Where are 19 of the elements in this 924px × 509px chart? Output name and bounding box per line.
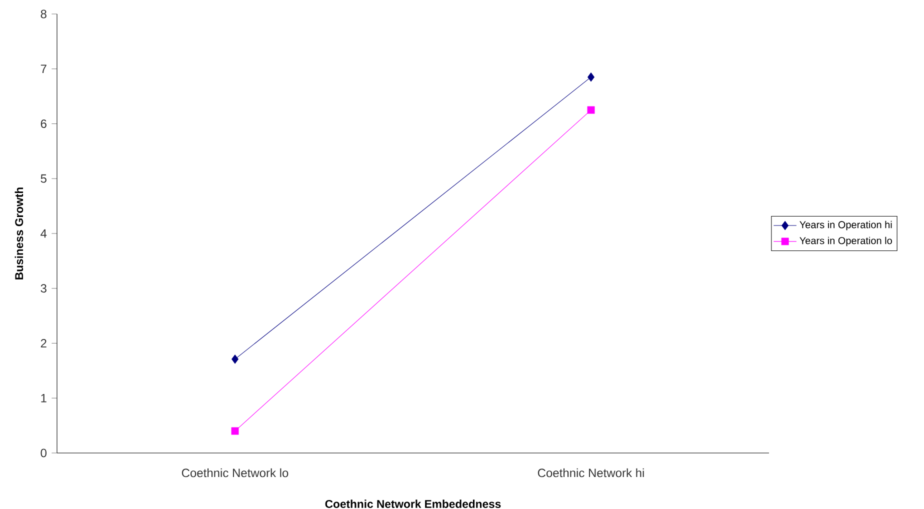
legend-label: Years in Operation lo (800, 236, 892, 246)
point (231, 427, 239, 435)
y-tick-label: 1 (41, 394, 46, 402)
point (588, 72, 594, 82)
point (587, 106, 595, 114)
legend-label: Years in Operation hi (800, 220, 892, 230)
x-tick-label: Coethnic Network hi (538, 468, 644, 478)
y-tick-label: 8 (40, 10, 46, 18)
x-axis-title: Coethnic Network Embededness (325, 500, 501, 508)
x-tick-label: Coethnic Network lo (182, 468, 288, 478)
y-tick-label: 6 (40, 119, 46, 128)
y-tick-label: 2 (40, 339, 46, 348)
y-tick-label: 4 (40, 229, 47, 238)
y-axis-title: Business Growth (14, 188, 24, 280)
y-tick-label: 0 (40, 448, 46, 458)
y-tick-label: 3 (40, 284, 46, 293)
point (232, 354, 238, 364)
y-tick-label: 7 (40, 64, 46, 73)
y-tick-label: 5 (40, 174, 46, 183)
